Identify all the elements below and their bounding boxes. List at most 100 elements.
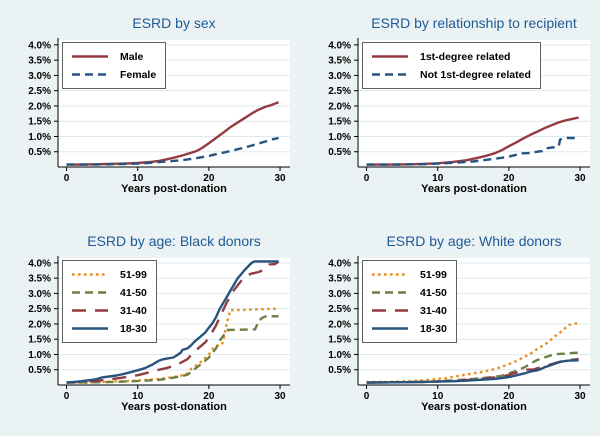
y-tick-label: 0.5%: [28, 365, 51, 376]
y-tick-label: 2.5%: [28, 304, 51, 315]
y-tick-label: 2.5%: [328, 86, 351, 97]
x-tick-label: 10: [432, 391, 444, 402]
chart-esrd-by-age-white-donors: ESRD by age: White donors 0.5% 1.0% 1.5% 2.…: [300, 218, 600, 436]
y-tick-label: 2.5%: [328, 304, 351, 315]
legend-item: 41-50: [71, 284, 147, 301]
x-tick-label: 30: [574, 391, 586, 402]
x-tick-label: 10: [132, 391, 144, 402]
y-tick-label: 0.5%: [328, 147, 351, 158]
series-line-female: [66, 136, 279, 166]
legend-line-sample: [372, 291, 408, 294]
y-tick-label: 3.0%: [328, 71, 351, 82]
y-tick-label: 2.0%: [28, 101, 51, 112]
legend-label: Not 1st-degree related: [420, 68, 531, 81]
legend-item: 31-40: [371, 302, 447, 319]
x-tick-label: 30: [574, 173, 586, 184]
legend-item: 51-99: [71, 266, 147, 283]
y-tick-label: 3.5%: [28, 56, 51, 67]
x-tick-label: 0: [364, 173, 370, 184]
series-line-18-30: [366, 359, 579, 384]
y-tick-label: 1.0%: [28, 132, 51, 143]
y-tick-label: 4.0%: [28, 258, 51, 269]
y-tick-label: 0.5%: [328, 365, 351, 376]
legend-line-sample: [72, 273, 108, 276]
legend-line-sample: [372, 309, 408, 312]
x-axis-title: Years post-donation: [121, 401, 227, 413]
legend-label: 31-40: [420, 304, 447, 317]
legend-label: 41-50: [420, 286, 447, 299]
legend: 1st-degree related Not 1st-degree related: [362, 42, 541, 89]
legend-line-sample: [372, 273, 408, 276]
chart-title: ESRD by age: Black donors: [87, 233, 261, 249]
legend-item: 31-40: [71, 302, 147, 319]
legend-line-sample: [372, 327, 408, 330]
x-axis-title: Years post-donation: [421, 401, 527, 413]
legend-line-sample: [72, 327, 108, 330]
chart-title: ESRD by sex: [132, 15, 216, 31]
y-tick-label: 3.0%: [28, 71, 51, 82]
legend-item: 18-30: [371, 320, 447, 337]
legend-item: Male: [71, 48, 156, 65]
x-tick-label: 30: [274, 391, 286, 402]
legend-label: Male: [120, 50, 144, 63]
x-axis-title: Years post-donation: [121, 183, 227, 195]
legend-label: 1st-degree related: [420, 50, 511, 63]
y-tick-label: 4.0%: [328, 40, 351, 51]
plot-area: 0.5% 1.0% 1.5% 2.0% 2.5% 3.0% 3.5% 4.0% 0 10 20 30: [28, 38, 290, 184]
chart-esrd-by-relationship: ESRD by relationship to recipient 0.5% 1.…: [300, 0, 600, 218]
legend-label: 51-99: [120, 268, 147, 281]
legend-item: Not 1st-degree related: [371, 66, 531, 83]
legend-label: 41-50: [120, 286, 147, 299]
series-line-51-99: [366, 322, 579, 384]
x-tick-label: 20: [503, 173, 515, 184]
y-tick-label: 3.5%: [328, 274, 351, 285]
legend-line-sample: [372, 73, 408, 76]
legend: 51-99 41-50 31-40 18-30: [62, 260, 157, 343]
x-tick-label: 0: [64, 173, 70, 184]
legend-line-sample: [372, 55, 408, 58]
x-tick-label: 30: [274, 173, 286, 184]
legend-label: 31-40: [120, 304, 147, 317]
y-tick-label: 3.5%: [328, 56, 351, 67]
legend-item: 41-50: [371, 284, 447, 301]
legend-line-sample: [72, 55, 108, 58]
legend-line-sample: [72, 309, 108, 312]
y-tick-label: 2.5%: [28, 86, 51, 97]
y-tick-label: 2.0%: [328, 319, 351, 330]
legend-line-sample: [72, 73, 108, 76]
series-line-male: [66, 101, 280, 166]
y-tick-label: 1.0%: [328, 132, 351, 143]
series-line-31-40: [66, 260, 280, 384]
y-tick-label: 1.0%: [28, 350, 51, 361]
x-tick-label: 0: [364, 391, 370, 402]
y-tick-label: 4.0%: [328, 258, 351, 269]
chart-title: ESRD by age: White donors: [386, 233, 562, 249]
legend: Male Female: [62, 42, 167, 89]
legend-label: 18-30: [120, 322, 147, 335]
x-tick-label: 20: [503, 391, 515, 402]
x-tick-label: 10: [132, 173, 144, 184]
legend-item: 18-30: [71, 320, 147, 337]
legend-item: 51-99: [371, 266, 447, 283]
series-line-not-1st-degree-related: [366, 136, 579, 166]
legend-label: Female: [120, 68, 157, 81]
x-tick-label: 0: [64, 391, 70, 402]
legend-item: Female: [71, 66, 156, 83]
y-tick-label: 2.0%: [28, 319, 51, 330]
chart-esrd-by-sex: ESRD by sex 0.5% 1.0% 1.5% 2.0% 2.5% 3.0% 3.5%…: [0, 0, 300, 218]
y-tick-label: 1.5%: [28, 117, 51, 128]
legend-line-sample: [72, 291, 108, 294]
series-line-41-50: [66, 315, 279, 384]
y-tick-label: 2.0%: [328, 101, 351, 112]
series-line-51-99: [66, 307, 279, 384]
y-tick-label: 4.0%: [28, 40, 51, 51]
x-tick-label: 20: [203, 391, 215, 402]
legend-label: 51-99: [420, 268, 447, 281]
x-tick-label: 20: [203, 173, 215, 184]
chart-esrd-by-age-black-donors: ESRD by age: Black donors 0.5% 1.0% 1.5% 2.…: [0, 218, 300, 436]
y-tick-label: 3.0%: [28, 289, 51, 300]
series-line-18-30: [66, 260, 279, 384]
y-tick-label: 1.5%: [328, 117, 351, 128]
y-tick-label: 0.5%: [28, 147, 51, 158]
